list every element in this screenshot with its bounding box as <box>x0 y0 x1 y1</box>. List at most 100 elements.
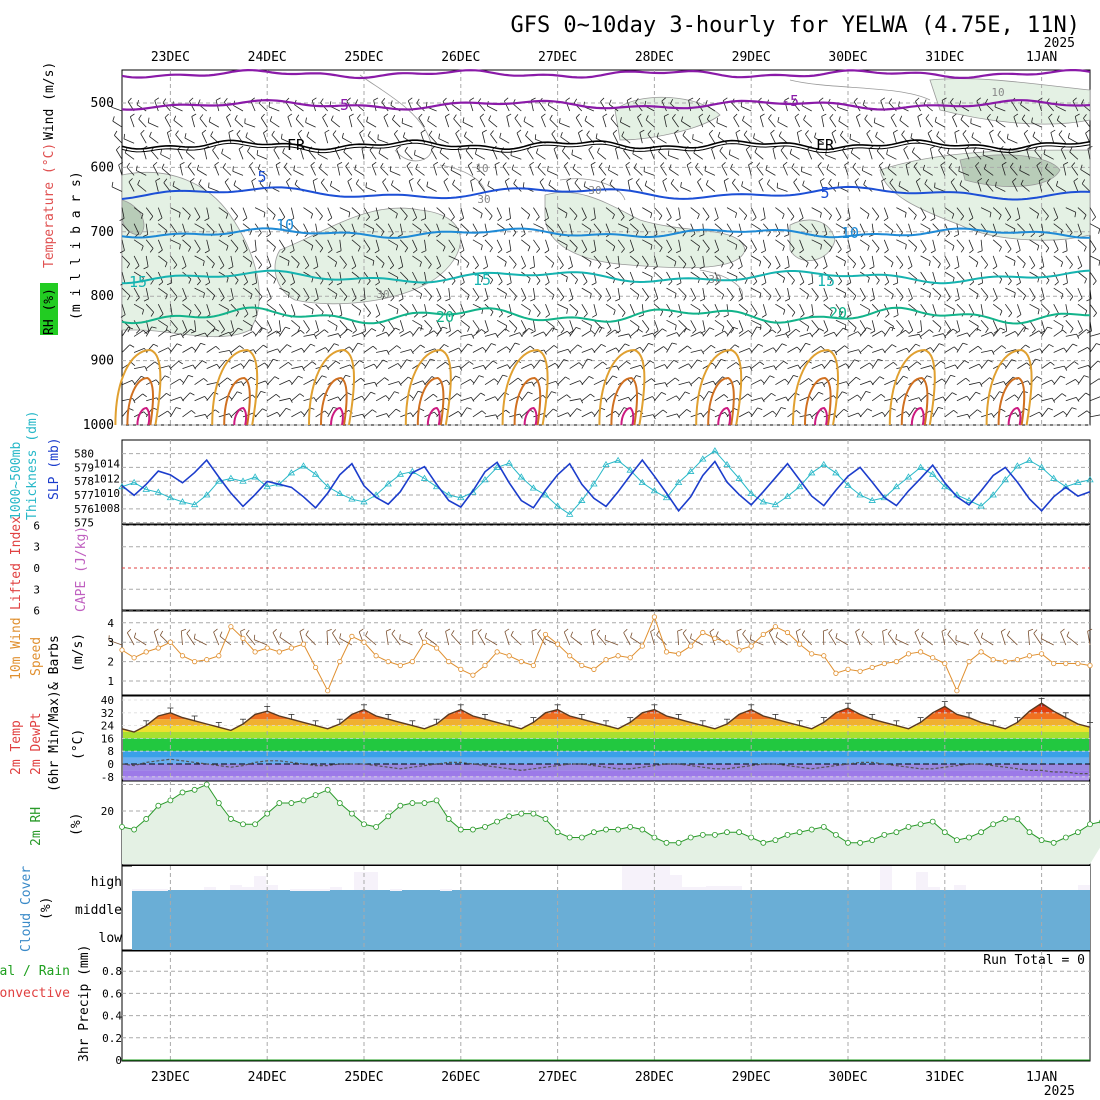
wind-barb <box>581 358 588 369</box>
wind-barb-feather <box>210 131 214 137</box>
wind10m-barb-feather <box>279 632 282 638</box>
wind-barb <box>363 409 373 418</box>
wind-barb <box>1017 255 1026 264</box>
wind-barb <box>923 169 933 176</box>
wind-barb <box>680 186 691 192</box>
wind-barb-feather <box>893 129 898 133</box>
wind-barb <box>767 183 776 192</box>
thickness-axis-label-1: 1000~500mb <box>9 442 24 520</box>
wind-barb-feather <box>351 233 356 238</box>
wind-speed-marker <box>179 653 186 659</box>
wind10m-barb-feather <box>510 630 514 636</box>
wind-barb <box>629 223 639 232</box>
wind-barb-feather <box>478 375 484 378</box>
wind-barb <box>179 164 183 176</box>
wind-barb-feather <box>861 297 866 302</box>
wind-barb <box>641 320 650 330</box>
wind10m-barb <box>504 631 510 646</box>
wind-barb <box>418 117 425 128</box>
wind-barb <box>847 304 852 315</box>
wind-barb <box>642 396 653 402</box>
wind-barb <box>520 320 527 331</box>
wind-barb-feather <box>705 100 708 106</box>
wind-barb <box>436 207 446 216</box>
wind-barb-feather <box>796 410 801 414</box>
wind-barb <box>584 120 595 128</box>
wind-barb <box>266 255 272 267</box>
wind-barb-feather <box>188 246 192 252</box>
wind10m-barb <box>1066 635 1079 646</box>
wind-barb <box>387 327 396 337</box>
wind-barb-feather <box>1023 327 1029 330</box>
wind-barb-feather <box>1062 411 1068 416</box>
wind-barb <box>343 151 353 160</box>
wind-barb <box>581 330 592 337</box>
wind10m-barb-feather <box>630 632 633 638</box>
wind-barb <box>465 150 474 160</box>
wind-barb-feather <box>890 113 895 118</box>
wind-barb <box>387 223 394 234</box>
wind-barb-feather <box>670 179 675 184</box>
wind-barb-feather <box>263 129 268 134</box>
wind-barb <box>1089 360 1099 369</box>
wind-barb-feather <box>1048 113 1053 118</box>
wind-barb <box>145 239 154 249</box>
wind-barb-feather <box>692 329 697 334</box>
wind-barb <box>1077 392 1086 402</box>
wind-barb-feather <box>320 98 324 103</box>
wind-barb-feather <box>846 381 850 387</box>
wind-barb-feather <box>659 247 663 253</box>
wind-barb-feather <box>336 250 342 253</box>
wind-barb-feather <box>960 247 965 253</box>
rh2m-marker <box>409 800 416 806</box>
wind-barb <box>980 377 990 386</box>
lifted-index-axis-label: Lifted Index <box>9 516 24 610</box>
wind-barb <box>766 103 776 112</box>
wind-barb <box>133 239 144 247</box>
wind-barb-feather <box>345 162 350 167</box>
wind-barb <box>835 255 846 262</box>
wind-barb <box>654 271 663 280</box>
cloud-high-block <box>880 866 892 890</box>
wind-barb-feather <box>676 413 680 419</box>
wind-barb <box>986 117 994 128</box>
wind-barb <box>533 359 541 369</box>
wind-barb <box>1053 393 1063 402</box>
wind-barb-feather <box>856 113 861 118</box>
wind-barb <box>133 348 145 353</box>
rh-contour <box>789 79 931 101</box>
precip-axis-ticks: 00.20.40.60.8 <box>102 965 122 1067</box>
wind-barb <box>690 255 696 267</box>
temp-color-band <box>123 764 1089 771</box>
wind-barb-feather <box>396 345 402 349</box>
wind-barb-feather <box>259 178 264 184</box>
wind-barb <box>1029 255 1036 266</box>
thickness-marker <box>517 473 526 480</box>
wind-barb <box>688 100 692 112</box>
wind-barb-feather <box>348 346 354 351</box>
wind-barb <box>859 239 870 247</box>
wind-barb <box>545 207 549 219</box>
wind-barb <box>327 207 333 218</box>
wind-speed-marker <box>1087 662 1093 669</box>
wind-barb <box>1080 169 1091 176</box>
wind-barb-feather <box>332 130 337 135</box>
wind-barb-feather <box>114 130 118 136</box>
wind-barb <box>436 326 443 337</box>
wind-barb <box>980 239 983 251</box>
wind-barb <box>714 394 725 402</box>
wind-barb-feather <box>759 261 762 267</box>
wind-barb <box>387 391 395 402</box>
temp-tick-label: 40 <box>101 694 114 707</box>
wind-barb-feather <box>598 295 602 301</box>
wind-barb-feather <box>483 298 489 302</box>
cloud-thin-block <box>440 889 452 891</box>
wind-barb-feather <box>1078 329 1083 334</box>
wind-barb <box>633 167 643 176</box>
wind-barb-feather <box>247 146 251 152</box>
rh2m-marker <box>336 800 343 806</box>
wind-barb-feather <box>294 179 298 185</box>
cloud-high-block <box>266 885 278 890</box>
wind-barb <box>690 287 697 299</box>
